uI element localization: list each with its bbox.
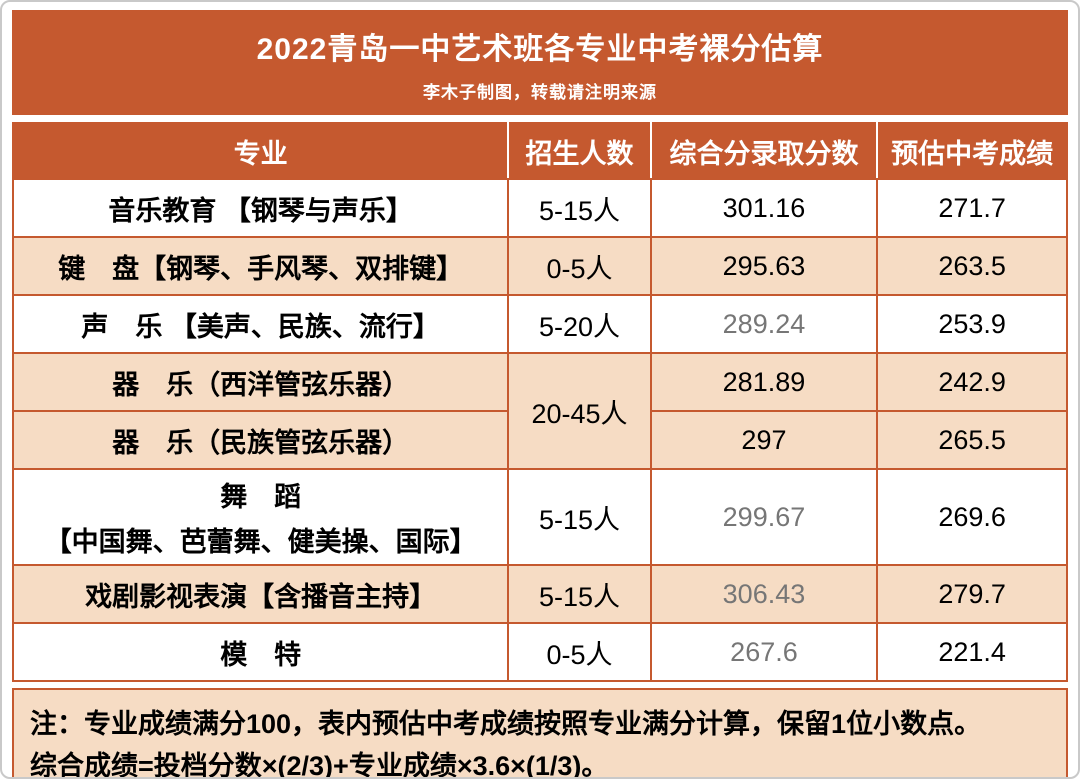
cell-quota: 0-5人	[507, 622, 652, 682]
table-row-model: 模 特 0-5人 267.6 221.4	[11, 622, 1068, 682]
table-row-vocal: 声 乐 【美声、民族、流行】 5-20人 289.24 253.9	[11, 294, 1068, 354]
col-header-exam: 预估中考成绩	[876, 122, 1068, 180]
cell-major: 舞 蹈 【中国舞、芭蕾舞、健美操、国际】	[11, 468, 510, 566]
table-header-row: 专业 招生人数 综合分录取分数 预估中考成绩	[11, 122, 1068, 180]
cell-major: 声 乐 【美声、民族、流行】	[11, 294, 510, 354]
cell-score: 299.67	[649, 468, 879, 566]
page-title: 2022青岛一中艺术班各专业中考裸分估算	[256, 33, 824, 66]
score-table: 专业 招生人数 综合分录取分数 预估中考成绩 音乐教育 【钢琴与声乐】 5-15…	[11, 122, 1068, 682]
cell-score: 306.43	[649, 564, 879, 624]
col-header-major: 专业	[11, 122, 510, 180]
page-subtitle: 李木子制图，转载请注明来源	[423, 83, 657, 102]
cell-score: 281.89	[649, 352, 879, 412]
table-row-music-education: 音乐教育 【钢琴与声乐】 5-15人 301.16 271.7	[11, 178, 1068, 238]
cell-exam: 269.6	[876, 468, 1068, 566]
dance-major-line1: 舞 蹈	[220, 482, 302, 512]
cell-major: 戏剧影视表演【含播音主持】	[11, 564, 510, 624]
cell-exam: 271.7	[876, 178, 1068, 238]
table-row-keyboard: 键 盘【钢琴、手风琴、双排键】 0-5人 295.63 263.5	[11, 236, 1068, 296]
col-header-quota: 招生人数	[507, 122, 652, 180]
cell-score: 297	[649, 410, 879, 470]
table-row-dance: 舞 蹈 【中国舞、芭蕾舞、健美操、国际】 5-15人 299.67 269.6	[11, 468, 1068, 566]
cell-quota: 5-20人	[507, 294, 652, 354]
dance-major-line2: 【中国舞、芭蕾舞、健美操、国际】	[44, 527, 477, 557]
table-row-western-instruments: 器 乐（西洋管弦乐器） 20-45人 281.89 242.9	[11, 352, 1068, 470]
title-banner: 2022青岛一中艺术班各专业中考裸分估算 李木子制图，转载请注明来源	[12, 10, 1068, 115]
cell-quota: 5-15人	[507, 564, 652, 624]
cell-quota: 5-15人	[507, 178, 652, 238]
cell-major: 键 盘【钢琴、手风琴、双排键】	[11, 236, 510, 296]
cell-score: 301.16	[649, 178, 879, 238]
footnote: 注：专业成绩满分100，表内预估中考成绩按照专业满分计算，保留1位小数点。 综合…	[12, 688, 1068, 779]
table-row-drama: 戏剧影视表演【含播音主持】 5-15人 306.43 279.7	[11, 564, 1068, 624]
col-header-score: 综合分录取分数	[649, 122, 879, 180]
cell-major: 音乐教育 【钢琴与声乐】	[11, 178, 510, 238]
footnote-line1: 注：专业成绩满分100，表内预估中考成绩按照专业满分计算，保留1位小数点。	[30, 709, 982, 739]
cell-score: 289.24	[649, 294, 879, 354]
cell-score: 267.6	[649, 622, 879, 682]
cell-major: 器 乐（西洋管弦乐器）	[11, 352, 510, 412]
cell-score: 295.63	[649, 236, 879, 296]
cell-exam: 253.9	[876, 294, 1068, 354]
cell-exam: 263.5	[876, 236, 1068, 296]
cell-quota: 5-15人	[507, 468, 652, 566]
cell-exam: 279.7	[876, 564, 1068, 624]
cell-exam: 265.5	[876, 410, 1068, 470]
cell-exam: 242.9	[876, 352, 1068, 412]
cell-quota-merged: 20-45人	[507, 352, 652, 470]
cell-quota: 0-5人	[507, 236, 652, 296]
table-row-folk-instruments: 器 乐（民族管弦乐器） 297 265.5	[11, 410, 1068, 470]
footnote-line2: 综合成绩=投档分数×(2/3)+专业成绩×3.6×(1/3)。	[30, 750, 609, 779]
cell-exam: 221.4	[876, 622, 1068, 682]
cell-major: 器 乐（民族管弦乐器）	[11, 410, 510, 470]
cell-major: 模 特	[11, 622, 510, 682]
